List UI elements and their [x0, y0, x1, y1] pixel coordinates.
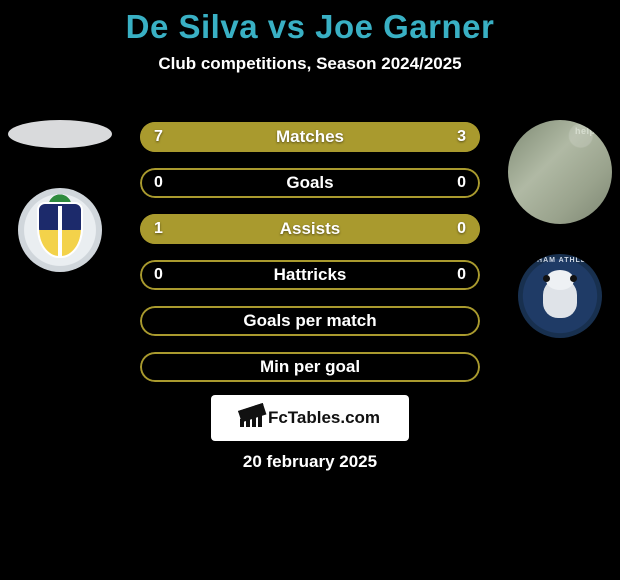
right-player-photo: help.a [508, 120, 612, 224]
right-photo-tag: help.a [575, 126, 604, 136]
comparison-infographic: De Silva vs Joe Garner Club competitions… [0, 0, 620, 580]
stat-row: 10Assists [140, 214, 480, 244]
comparison-bars: 73Matches 00Goals 10Assists 00Hattricks Goal… [140, 122, 480, 382]
stat-label: Goals per match [140, 306, 480, 336]
watermark-text: FcTables.com [268, 408, 380, 428]
right-club-crest: OLDHAM ATHLETIC [518, 254, 602, 338]
left-club-crest [18, 188, 102, 272]
left-player-photo [8, 120, 112, 148]
stat-label: Matches [140, 122, 480, 152]
right-player-column: help.a OLDHAM ATHLETIC [508, 120, 612, 338]
watermark: FcTables.com [211, 395, 409, 441]
stat-row: Goals per match [140, 306, 480, 336]
page-title: De Silva vs Joe Garner [0, 0, 620, 46]
left-player-column [8, 120, 112, 272]
stat-label: Goals [140, 168, 480, 198]
stat-row: 00Goals [140, 168, 480, 198]
stat-row: Min per goal [140, 352, 480, 382]
stat-label: Hattricks [140, 260, 480, 290]
footer-date: 20 february 2025 [0, 452, 620, 472]
stat-row: 00Hattricks [140, 260, 480, 290]
stat-row: 73Matches [140, 122, 480, 152]
bar-chart-icon [240, 409, 262, 427]
page-subtitle: Club competitions, Season 2024/2025 [0, 54, 620, 74]
stat-label: Min per goal [140, 352, 480, 382]
stat-label: Assists [140, 214, 480, 244]
